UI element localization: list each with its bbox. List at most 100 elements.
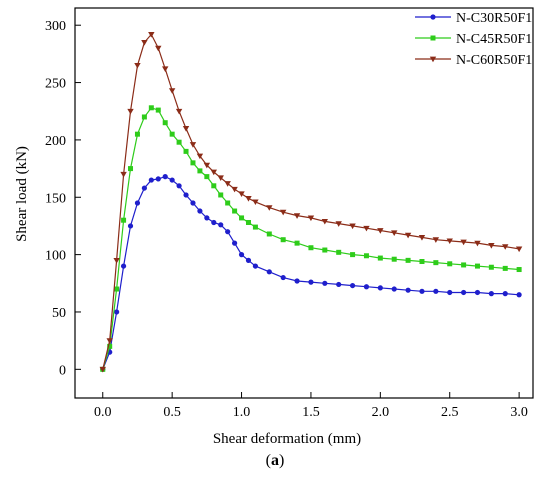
data-point [293,213,301,219]
data-point [252,199,259,206]
data-point [121,217,127,223]
legend-item: N-C45R50F1 [415,32,532,47]
data-point [114,286,120,292]
y-tick-label: 100 [45,249,66,264]
data-point [189,142,197,148]
data-point [190,200,196,206]
data-point [418,235,426,241]
data-point [183,148,189,154]
series-N-C30R50F1 [100,174,522,372]
data-point [516,267,522,273]
data-point [516,292,522,298]
data-point [432,237,440,243]
data-point [128,166,134,172]
data-point [322,247,328,253]
data-point [279,209,287,216]
data-point [134,200,141,206]
y-tick-label: 250 [45,77,66,92]
data-point [307,215,315,222]
series-N-C45R50F1 [100,105,522,372]
data-point [141,114,147,120]
data-point [231,186,238,193]
caption-open-paren: ( [265,452,271,469]
data-point [321,218,329,225]
x-tick-label: 0.0 [94,405,112,420]
data-point [204,174,210,180]
data-point [446,238,453,245]
data-point [239,215,245,221]
x-tick-label: 1.5 [302,405,320,420]
data-point [211,183,217,189]
data-point [176,183,182,189]
data-point [266,231,272,237]
data-point [162,120,168,126]
data-point [363,225,370,232]
data-point [141,40,148,46]
data-point [336,281,342,288]
data-point [391,230,398,237]
data-point [134,131,140,137]
data-point [350,252,356,258]
data-point [217,175,224,181]
data-point [447,261,453,267]
data-point [335,221,342,227]
x-tick-label: 0.5 [163,405,181,420]
data-point [461,262,467,268]
data-point [308,279,314,285]
data-point [127,108,134,115]
data-point [113,257,120,264]
data-point [377,285,383,291]
data-point [502,244,509,250]
data-point [502,291,508,297]
data-point [169,177,175,183]
data-point [252,224,258,230]
data-point [280,237,286,243]
ticks-layer: 0.0 0.5 1.0 1.5 2.0 2.5 3.0 0 50 100 150 200 250 300 [45,19,528,420]
data-point [148,177,154,183]
series-line [102,175,520,370]
data-point [218,222,224,228]
plot-area-border [74,7,534,399]
data-point [238,252,245,258]
data-point [155,107,161,113]
legend-marker [430,35,436,41]
data-point [155,176,161,182]
data-point [127,223,134,229]
data-point [322,280,328,286]
data-point [134,62,141,69]
data-point [196,153,204,160]
data-point [232,208,238,214]
series-layer [99,31,523,373]
data-point [197,168,203,174]
data-point [224,181,231,187]
data-point [225,200,231,206]
data-point [106,338,113,344]
data-point [238,191,245,198]
legend-item: N-C60R50F1 [415,53,532,68]
data-point [176,139,182,145]
data-point [461,289,467,296]
y-axis-label: Shear load (kN) [14,146,30,242]
series-N-C60R50F1 [99,31,523,373]
x-tick-label: 2.0 [372,405,390,420]
legend-label: N-C60R50F1 [456,53,532,68]
y-tick-label: 0 [59,363,66,378]
legend-label: N-C45R50F1 [456,32,532,47]
data-point [252,263,259,269]
data-point [141,185,147,191]
data-point [294,278,300,284]
x-axis-label: Shear deformation (mm) [213,431,361,447]
data-point [474,263,480,269]
data-point [245,257,252,263]
data-point [169,131,175,137]
data-point [210,169,217,176]
data-point [502,265,508,271]
data-point [197,208,203,214]
data-point [515,246,523,253]
data-point [211,219,217,226]
data-point [218,192,224,198]
y-tick-label: 150 [45,191,66,206]
data-point [405,257,411,263]
data-point [225,229,231,235]
